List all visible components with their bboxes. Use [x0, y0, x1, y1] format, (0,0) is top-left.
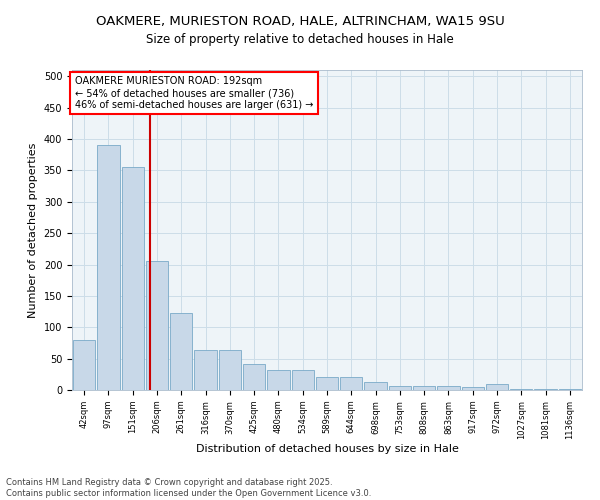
Bar — [316, 378, 338, 390]
Bar — [267, 370, 290, 390]
Bar — [292, 370, 314, 390]
Bar — [461, 387, 484, 390]
Bar — [122, 168, 144, 390]
Text: Contains HM Land Registry data © Crown copyright and database right 2025.
Contai: Contains HM Land Registry data © Crown c… — [6, 478, 371, 498]
X-axis label: Distribution of detached houses by size in Hale: Distribution of detached houses by size … — [196, 444, 458, 454]
Text: OAKMERE, MURIESTON ROAD, HALE, ALTRINCHAM, WA15 9SU: OAKMERE, MURIESTON ROAD, HALE, ALTRINCHA… — [95, 15, 505, 28]
Bar — [97, 146, 119, 390]
Bar — [413, 386, 436, 390]
Bar — [194, 350, 217, 390]
Bar — [218, 350, 241, 390]
Text: OAKMERE MURIESTON ROAD: 192sqm
← 54% of detached houses are smaller (736)
46% of: OAKMERE MURIESTON ROAD: 192sqm ← 54% of … — [74, 76, 313, 110]
Bar — [364, 382, 387, 390]
Bar — [437, 386, 460, 390]
Bar — [510, 388, 532, 390]
Bar — [340, 378, 362, 390]
Y-axis label: Number of detached properties: Number of detached properties — [28, 142, 38, 318]
Bar — [73, 340, 95, 390]
Bar — [486, 384, 508, 390]
Bar — [243, 364, 265, 390]
Bar — [389, 386, 411, 390]
Text: Size of property relative to detached houses in Hale: Size of property relative to detached ho… — [146, 32, 454, 46]
Bar — [146, 262, 168, 390]
Bar — [170, 313, 193, 390]
